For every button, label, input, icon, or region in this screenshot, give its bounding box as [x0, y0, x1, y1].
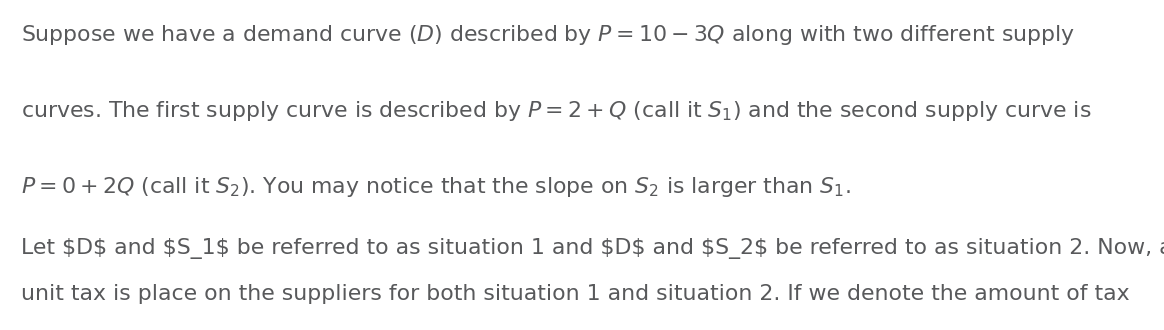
- Text: Let $D$ and $S_1$ be referred to as situation 1 and $D$ and $S_2$ be referred to: Let $D$ and $S_1$ be referred to as situ…: [21, 238, 1164, 259]
- Text: Suppose we have a demand curve ($D$) described by $P = 10 - 3Q$ along with two d: Suppose we have a demand curve ($D$) des…: [21, 23, 1074, 47]
- Text: unit tax is place on the suppliers for both situation 1 and situation 2. If we d: unit tax is place on the suppliers for b…: [21, 284, 1129, 304]
- Text: $P = 0 + 2Q$ (call it $S_2$). You may notice that the slope on $S_2$ is larger t: $P = 0 + 2Q$ (call it $S_2$). You may no…: [21, 175, 851, 199]
- Text: curves. The first supply curve is described by $P = 2 + Q$ (call it $S_1$) and t: curves. The first supply curve is descri…: [21, 99, 1092, 123]
